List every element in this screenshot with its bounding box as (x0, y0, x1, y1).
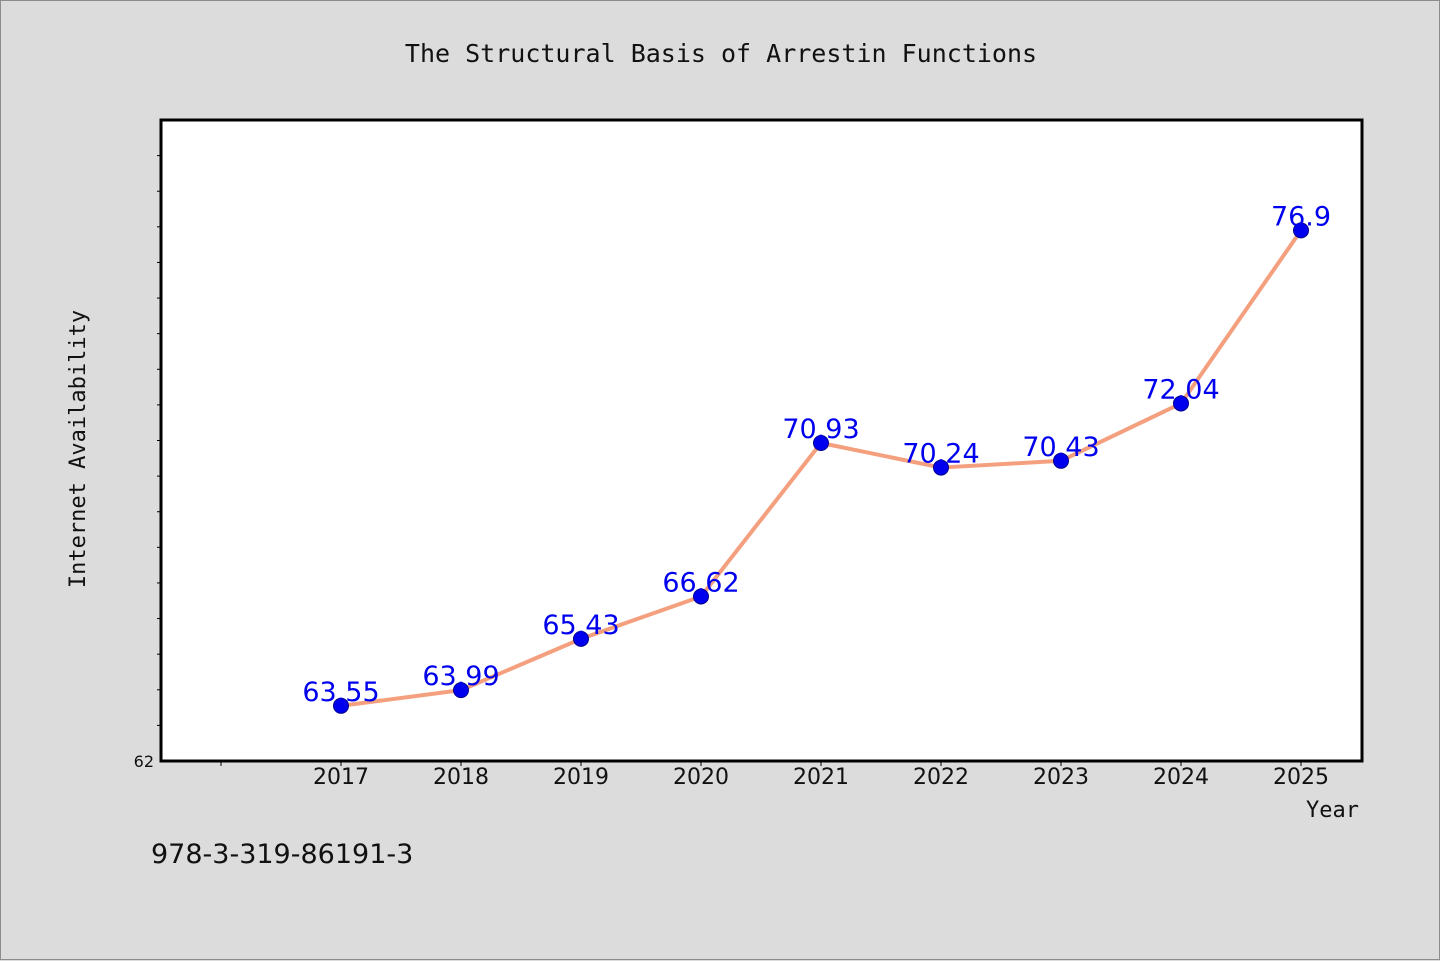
data-point-2020 (693, 588, 709, 605)
plot-area (159, 118, 1364, 763)
y-tick-label: 62 (134, 752, 154, 771)
data-point-2017 (333, 697, 349, 714)
series-markers (333, 222, 1309, 714)
chart-title: The Structural Basis of Arrestin Functio… (405, 39, 1037, 68)
data-label-2023: 70.43 (1022, 432, 1099, 463)
x-tick-label-2023: 2023 (1033, 765, 1089, 790)
x-tick-label-2025: 2025 (1273, 765, 1329, 790)
data-label-2017: 63.55 (302, 677, 379, 708)
y-axis-label: Internet Availability (66, 310, 91, 588)
x-tick-label-2024: 2024 (1153, 765, 1209, 790)
y-axis-ticks (157, 155, 162, 726)
x-axis-label: Year (1306, 798, 1359, 823)
y-tick-labels: 62 (134, 752, 154, 771)
data-labels: 63.55 63.99 65.43 66.62 70.93 70.24 70.43 72.04… (302, 201, 1331, 707)
x-tick-label-2020: 2020 (673, 765, 729, 790)
data-label-2020: 66.62 (662, 567, 739, 598)
data-point-2021 (813, 434, 829, 451)
data-point-2019 (573, 630, 589, 647)
x-tick-label-2022: 2022 (913, 765, 969, 790)
data-label-2022: 70.24 (902, 439, 979, 470)
data-point-2025 (1293, 222, 1309, 239)
x-tick-label-2021: 2021 (793, 765, 849, 790)
data-label-2025: 76.9 (1271, 201, 1331, 232)
data-point-2018 (453, 682, 469, 699)
x-tick-label-2017: 2017 (313, 765, 369, 790)
x-axis-ticks (220, 761, 1302, 766)
data-label-2021: 70.93 (782, 414, 859, 445)
x-tick-labels: 2017 2018 2019 2020 2021 2022 2023 2024 2025 (313, 765, 1329, 790)
data-point-2023 (1053, 452, 1069, 469)
data-label-2024: 72.04 (1142, 374, 1219, 405)
data-point-2022 (933, 459, 949, 476)
x-tick-label-2019: 2019 (553, 765, 609, 790)
data-label-2019: 65.43 (542, 610, 619, 641)
data-label-2018: 63.99 (422, 661, 499, 692)
x-tick-label-2018: 2018 (433, 765, 489, 790)
isbn-text: 978-3-319-86191-3 (151, 839, 413, 870)
data-point-2024 (1173, 395, 1189, 412)
